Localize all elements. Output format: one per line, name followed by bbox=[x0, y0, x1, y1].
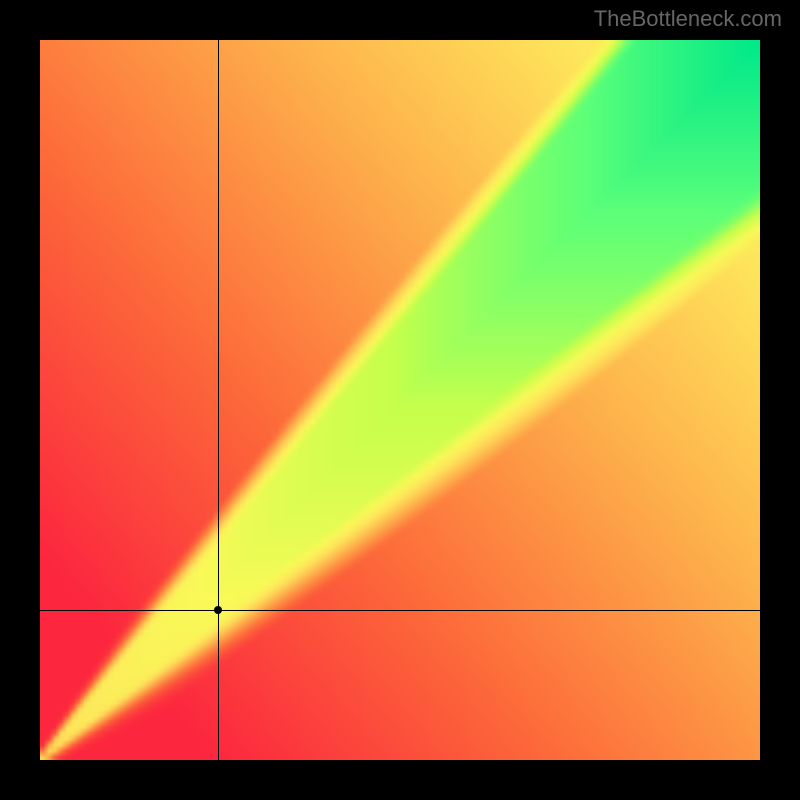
heatmap-plot bbox=[40, 40, 760, 760]
marker-dot bbox=[214, 606, 222, 614]
heatmap-canvas bbox=[40, 40, 760, 760]
watermark-text: TheBottleneck.com bbox=[594, 6, 782, 32]
crosshair-horizontal bbox=[40, 610, 760, 611]
crosshair-vertical bbox=[218, 40, 219, 760]
